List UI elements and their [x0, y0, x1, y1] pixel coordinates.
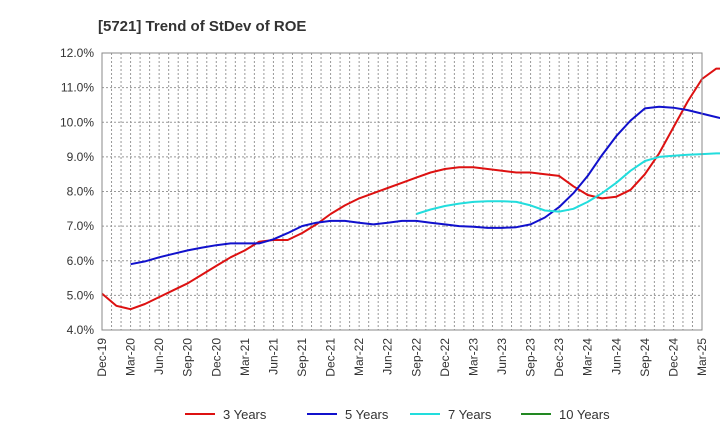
x-tick-label: Sep-20: [181, 338, 195, 377]
x-tick-label: Jun-20: [152, 338, 166, 375]
y-tick-label: 4.0%: [67, 323, 95, 337]
x-tick-label: Sep-21: [295, 338, 309, 377]
legend-label: 7 Years: [448, 407, 492, 422]
x-tick-label: Jun-24: [609, 338, 623, 375]
y-tick-label: 6.0%: [67, 254, 95, 268]
x-tick-label: Dec-20: [209, 338, 223, 377]
x-tick-label: Sep-22: [409, 338, 423, 377]
y-tick-label: 5.0%: [67, 288, 95, 302]
chart-title: [5721] Trend of StDev of ROE: [98, 18, 306, 35]
y-tick-label: 8.0%: [67, 185, 95, 199]
y-axis: 4.0% 5.0% 6.0% 7.0% 8.0% 9.0% 10.0% 11.0% 12.0%: [60, 46, 94, 337]
y-tick-label: 10.0%: [60, 115, 94, 129]
y-tick-label: 11.0%: [61, 81, 94, 95]
legend: 3 Years 5 Years 7 Years 10 Years: [185, 407, 610, 422]
series-group: [101, 67, 720, 311]
x-tick-label: Jun-23: [495, 338, 509, 375]
x-tick-label: Mar-21: [238, 338, 252, 376]
x-tick-label: Mar-23: [466, 338, 480, 376]
legend-label: 10 Years: [559, 407, 610, 422]
x-tick-label: Dec-21: [324, 338, 338, 377]
x-tick-label: Dec-23: [552, 338, 566, 377]
x-tick-label: Dec-22: [438, 338, 452, 377]
series-line-3-years: [101, 67, 720, 311]
x-tick-label: Dec-19: [95, 338, 109, 377]
x-tick-label: Jun-22: [381, 338, 395, 375]
series-line-5-years: [130, 105, 720, 266]
x-axis: Dec-19 Mar-20 Jun-20 Sep-20 Dec-20 Mar-21 Jun-…: [95, 338, 709, 377]
legend-label: 3 Years: [223, 407, 267, 422]
x-tick-label: Sep-24: [638, 338, 652, 377]
x-tick-label: Dec-24: [666, 338, 680, 377]
legend-label: 5 Years: [345, 407, 389, 422]
x-tick-label: Mar-20: [124, 338, 138, 376]
x-tick-label: Jun-21: [266, 338, 280, 375]
y-tick-label: 12.0%: [60, 46, 94, 60]
series-line-7-years: [415, 152, 720, 215]
x-tick-label: Sep-23: [524, 338, 538, 377]
x-tick-label: Mar-25: [695, 338, 709, 376]
y-tick-label: 9.0%: [67, 150, 95, 164]
x-tick-label: Mar-24: [581, 338, 595, 376]
plot-border: [101, 52, 703, 331]
x-tick-label: Mar-22: [352, 338, 366, 376]
y-tick-label: 7.0%: [67, 219, 95, 233]
